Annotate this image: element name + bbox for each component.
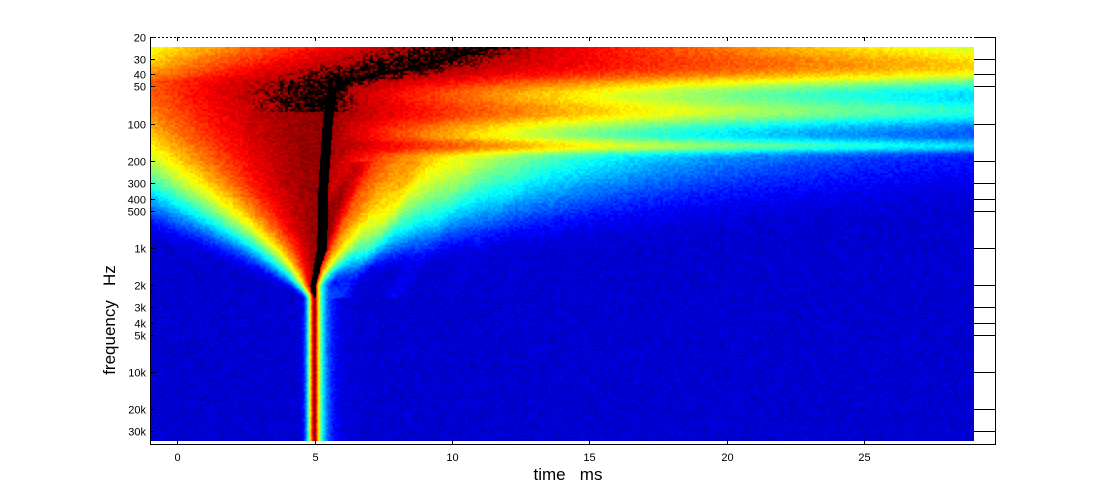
y-tick-label: 1k bbox=[134, 244, 146, 256]
x-tick-label: 25 bbox=[858, 452, 870, 464]
y-tick-label: 4k bbox=[134, 319, 146, 331]
axes bbox=[150, 37, 996, 445]
y-tick-label: 200 bbox=[128, 157, 146, 169]
y-tick-label: 5k bbox=[134, 331, 146, 343]
y-tick-label: 50 bbox=[134, 82, 146, 94]
heatmap-canvas bbox=[150, 47, 974, 441]
y-tick-label: 40 bbox=[134, 70, 146, 82]
y-tick-label: 10k bbox=[128, 368, 146, 380]
x-axis-ticks: 0 5 10 15 20 25 bbox=[174, 37, 871, 464]
y-tick-label: 500 bbox=[128, 207, 146, 219]
y-axis-title: frequency Hz bbox=[100, 265, 119, 375]
y-tick-label: 300 bbox=[128, 179, 146, 191]
x-tick-label: 10 bbox=[446, 452, 458, 464]
y-tick-label: 20 bbox=[134, 33, 146, 45]
y-tick-label: 400 bbox=[128, 195, 146, 207]
x-axis-title: time ms bbox=[534, 465, 603, 484]
y-tick-label: 30k bbox=[128, 427, 146, 439]
x-tick-label: 15 bbox=[583, 452, 595, 464]
x-tick-label: 5 bbox=[312, 452, 318, 464]
x-tick-label: 0 bbox=[174, 452, 180, 464]
heatmap-image bbox=[150, 37, 996, 444]
y-tick-label: 100 bbox=[128, 120, 146, 132]
y-tick-label: 3k bbox=[134, 303, 146, 315]
y-tick-label: 20k bbox=[128, 405, 146, 417]
x-tick-label: 20 bbox=[721, 452, 733, 464]
y-tick-label: 2k bbox=[134, 281, 146, 293]
y-tick-label: 30 bbox=[134, 55, 146, 67]
